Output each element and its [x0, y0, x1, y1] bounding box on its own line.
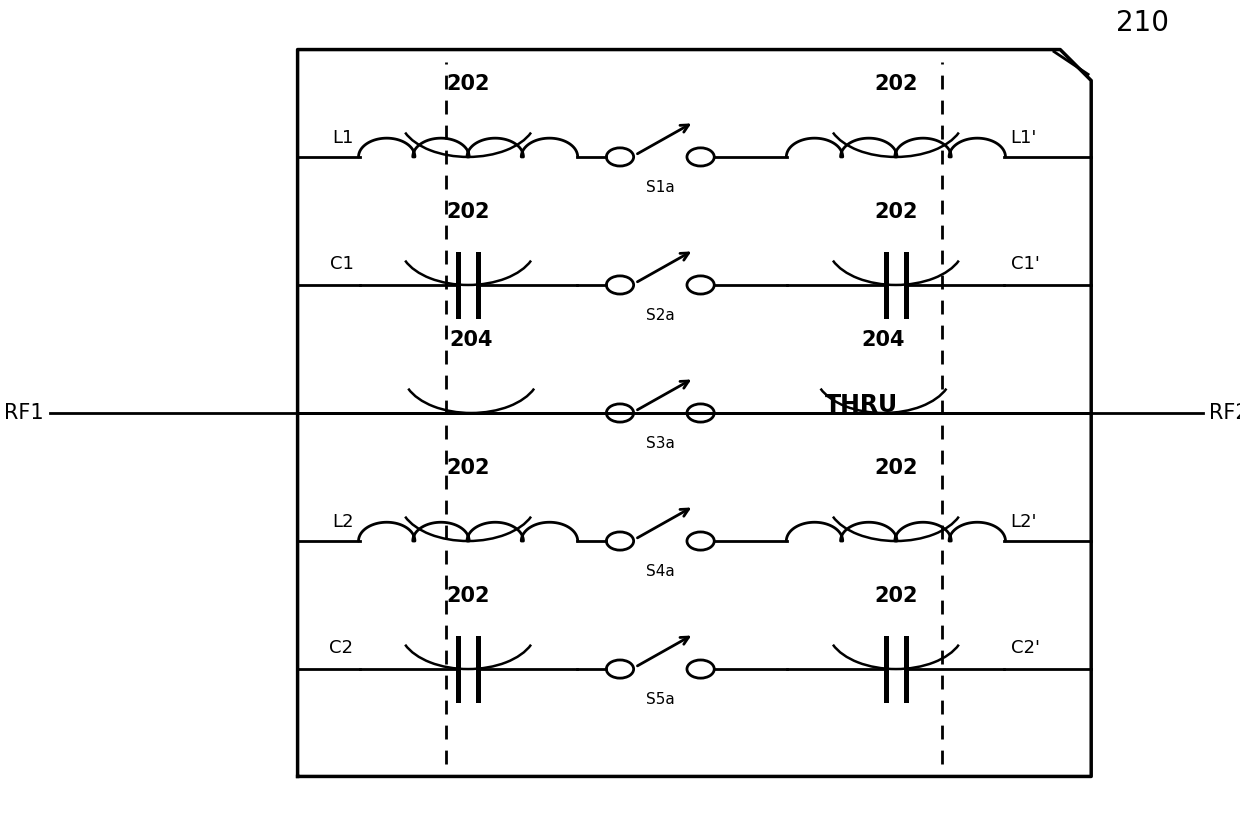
- Text: THRU: THRU: [825, 392, 898, 417]
- Text: 210: 210: [1116, 9, 1169, 37]
- Text: S3a: S3a: [646, 436, 675, 451]
- Text: 202: 202: [874, 74, 918, 93]
- Text: C2': C2': [1011, 638, 1039, 657]
- Text: 202: 202: [874, 202, 918, 221]
- Text: 202: 202: [446, 74, 490, 93]
- Text: 202: 202: [874, 586, 918, 605]
- Text: S4a: S4a: [646, 563, 675, 579]
- Text: L2': L2': [1011, 513, 1037, 531]
- Text: S2a: S2a: [646, 307, 675, 323]
- Text: C1: C1: [330, 254, 353, 273]
- Text: C1': C1': [1011, 254, 1039, 273]
- Text: 204: 204: [862, 330, 905, 349]
- Text: L2: L2: [332, 513, 353, 531]
- Text: C2: C2: [330, 638, 353, 657]
- Text: 204: 204: [449, 330, 494, 349]
- Text: RF2: RF2: [1209, 403, 1240, 423]
- Text: 202: 202: [446, 586, 490, 605]
- Text: RF1: RF1: [4, 403, 43, 423]
- Text: 202: 202: [874, 458, 918, 477]
- Text: S5a: S5a: [646, 692, 675, 707]
- Text: 202: 202: [446, 458, 490, 477]
- Text: L1': L1': [1011, 129, 1037, 147]
- Text: S1a: S1a: [646, 179, 675, 195]
- Text: 202: 202: [446, 202, 490, 221]
- Text: L1: L1: [332, 129, 353, 147]
